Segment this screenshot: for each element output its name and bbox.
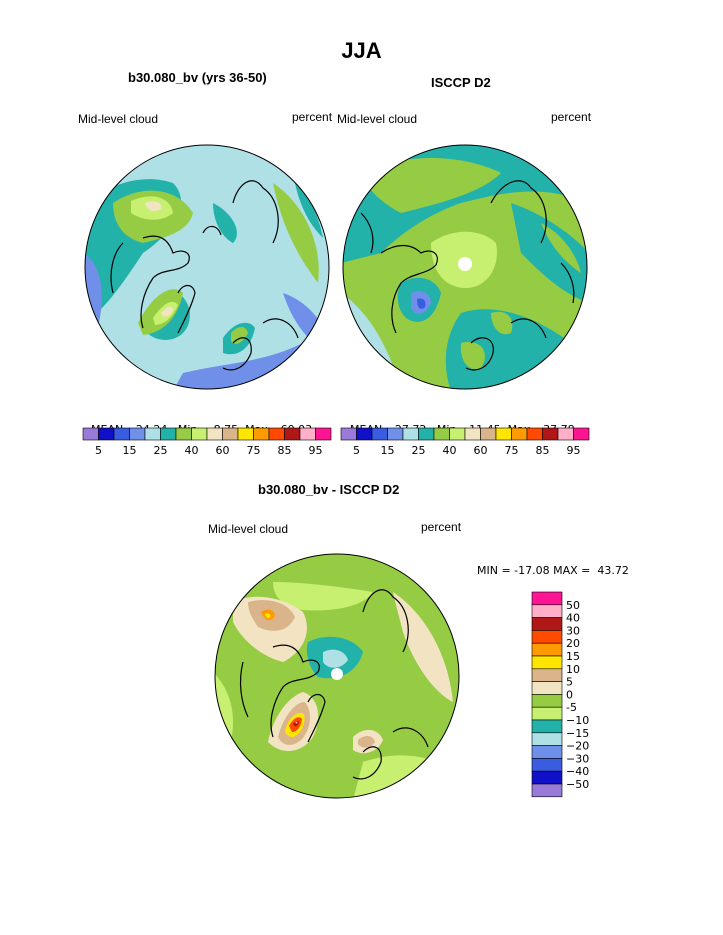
colorbar-swatch	[542, 427, 559, 441]
diff-colorbar-tick-label: 30	[566, 624, 580, 637]
colorbar-tick-label: 60	[216, 444, 230, 457]
colorbar-swatch	[464, 427, 481, 441]
colorbar-swatch	[160, 427, 177, 441]
colorbar-swatch	[480, 427, 497, 441]
diff-colorbar-swatch	[531, 668, 563, 682]
diff-colorbar-tick-label: 0	[566, 688, 573, 701]
colorbar-swatch	[340, 427, 357, 441]
colorbar-swatch	[418, 427, 435, 441]
diff-colorbar-tick-label: −30	[566, 752, 589, 765]
diff-colorbar-swatch	[531, 719, 563, 734]
colorbar-tick-label: 75	[505, 444, 519, 457]
difference-title: b30.080_bv - ISCCP D2	[258, 482, 400, 497]
diff-colorbar-swatch	[531, 706, 563, 721]
diff-colorbar-swatch	[531, 630, 563, 644]
diff-colorbar-swatch	[531, 655, 563, 670]
diff-colorbar-tick-label: −50	[566, 778, 589, 791]
colorbar-tick-label: 95	[567, 444, 581, 457]
diff-colorbar-tick-label: 50	[566, 599, 580, 612]
diff-colorbar-swatch	[531, 732, 563, 746]
colorbar-swatch	[526, 427, 543, 441]
colorbar-swatch	[284, 427, 301, 441]
colorbar-tick-label: 15	[381, 444, 395, 457]
colorbar-tick-label: 15	[123, 444, 137, 457]
page-title: JJA	[341, 38, 382, 63]
diff-colorbar-tick-label: −10	[566, 714, 589, 727]
diff-colorbar-swatch	[531, 642, 563, 657]
colorbar-swatch	[371, 427, 388, 441]
diff-colorbar-swatch	[531, 745, 563, 759]
colorbar-swatch	[315, 427, 332, 441]
colorbar-tick-label: 25	[412, 444, 426, 457]
diff-colorbar-swatch	[531, 770, 563, 785]
colorbar-tick-label: 25	[154, 444, 168, 457]
model-panel-title: b30.080_bv (yrs 36-50)	[128, 70, 267, 85]
diff-colorbar-tick-label: −15	[566, 727, 589, 740]
colorbar-tick-label: 40	[185, 444, 199, 457]
colorbar-swatch	[402, 427, 419, 441]
colorbar-swatch	[175, 427, 192, 441]
obs-units-label: percent	[551, 110, 592, 124]
model-units-label: percent	[292, 110, 333, 124]
diff-colorbar-swatch	[531, 758, 563, 772]
colorbar-tick-label: 5	[95, 444, 102, 457]
diff-colorbar-swatch	[531, 617, 563, 631]
diff-colorbar-swatch	[531, 783, 563, 798]
colorbar-tick-label: 95	[309, 444, 323, 457]
colorbar-swatch	[253, 427, 270, 441]
difference-variable-label: Mid-level cloud	[208, 522, 289, 536]
colorbar-tick-label: 60	[474, 444, 488, 457]
colorbar-swatch	[82, 427, 99, 441]
colorbar-swatch	[299, 427, 316, 441]
colorbar-swatch	[433, 427, 450, 441]
model-variable-label: Mid-level cloud	[78, 112, 159, 126]
obs-variable-label: Mid-level cloud	[337, 112, 418, 126]
obs-colorbar: 5 15 25 40 60 75 85 95	[340, 427, 590, 457]
diff-colorbar-swatch	[531, 694, 563, 708]
colorbar-swatch	[573, 427, 590, 441]
colorbar-tick-label: 75	[247, 444, 261, 457]
diff-colorbar-tick-label: 5	[566, 676, 573, 689]
colorbar-tick-label: 85	[536, 444, 550, 457]
colorbar-swatch	[237, 427, 254, 441]
diff-colorbar-swatch	[531, 681, 563, 695]
colorbar-tick-label: 40	[443, 444, 457, 457]
colorbar-swatch	[222, 427, 239, 441]
diff-colorbar-tick-label: 15	[566, 650, 580, 663]
diff-colorbar-tick-label: 40	[566, 612, 580, 625]
difference-units-label: percent	[421, 520, 462, 534]
diff-colorbar-tick-label: 20	[566, 637, 580, 650]
diff-colorbar-swatch	[531, 591, 563, 606]
difference-stats: MIN = -17.08 MAX = 43.72	[477, 564, 629, 577]
colorbar-swatch	[113, 427, 130, 441]
obs-panel-title: ISCCP D2	[431, 75, 491, 90]
colorbar-swatch	[191, 427, 208, 441]
colorbar-swatch	[557, 427, 574, 441]
colorbar-swatch	[98, 427, 115, 441]
difference-polar-map	[214, 553, 460, 799]
colorbar-tick-label: 85	[278, 444, 292, 457]
model-colorbar: 5 15 25 40 60 75 85 95	[82, 427, 332, 457]
colorbar-swatch	[206, 427, 223, 441]
colorbar-swatch	[387, 427, 404, 441]
model-polar-map	[84, 144, 330, 390]
diff-colorbar-tick-label: −40	[566, 765, 589, 778]
colorbar-swatch	[449, 427, 466, 441]
colorbar-swatch	[356, 427, 373, 441]
colorbar-swatch	[495, 427, 512, 441]
diff-colorbar-tick-label: −20	[566, 740, 589, 753]
diff-colorbar-tick-label: 10	[566, 663, 580, 676]
colorbar-swatch	[511, 427, 528, 441]
colorbar-tick-label: 5	[353, 444, 360, 457]
colorbar-swatch	[268, 427, 285, 441]
colorbar-swatch	[144, 427, 161, 441]
diff-colorbar-swatch	[531, 604, 563, 618]
colorbar-swatch	[129, 427, 146, 441]
diff-colorbar-tick-label: -5	[566, 701, 577, 714]
obs-polar-map	[342, 144, 588, 390]
